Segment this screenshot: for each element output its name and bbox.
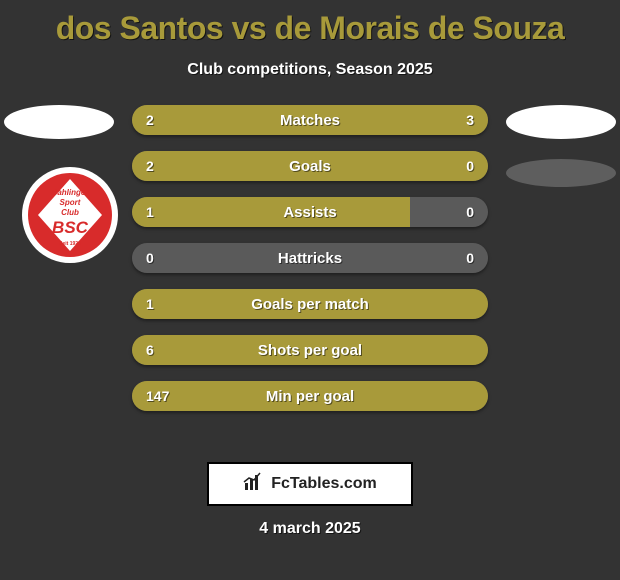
stat-label: Min per goal — [132, 381, 488, 411]
stat-label: Assists — [132, 197, 488, 227]
page-title: dos Santos vs de Morais de Souza — [0, 0, 620, 47]
stat-row: Goals per match1 — [132, 289, 488, 319]
stat-label: Matches — [132, 105, 488, 135]
stat-row: Shots per goal6 — [132, 335, 488, 365]
stat-value-right: 0 — [466, 197, 474, 227]
stat-value-right: 0 — [466, 151, 474, 181]
stat-value-left: 1 — [146, 197, 154, 227]
svg-text:Bahlinger: Bahlinger — [52, 188, 90, 197]
stats-container: Matches23Goals20Assists10Hattricks00Goal… — [132, 105, 488, 427]
stat-value-right: 0 — [466, 243, 474, 273]
stat-value-left: 2 — [146, 151, 154, 181]
svg-text:Sport: Sport — [60, 198, 81, 207]
svg-text:BSC: BSC — [52, 218, 89, 237]
chart-icon — [243, 471, 265, 498]
stat-value-left: 0 — [146, 243, 154, 273]
player-ellipse-left — [4, 105, 114, 139]
comparison-arena: Bahlinger Sport Club BSC Seit 1929 Match… — [0, 105, 620, 425]
stat-label: Goals per match — [132, 289, 488, 319]
svg-text:Seit 1929: Seit 1929 — [59, 241, 81, 247]
date-text: 4 march 2025 — [0, 520, 620, 538]
stat-label: Hattricks — [132, 243, 488, 273]
player-ellipse-right — [506, 105, 616, 139]
stat-value-left: 6 — [146, 335, 154, 365]
subtitle: Club competitions, Season 2025 — [0, 61, 620, 79]
stat-row: Matches2 3 — [132, 105, 488, 135]
stat-row: Assists1 0 — [132, 197, 488, 227]
brand-text: FcTables.com — [271, 475, 377, 493]
brand-badge[interactable]: FcTables.com — [207, 462, 413, 506]
stat-value-left: 2 — [146, 105, 154, 135]
stat-value-right: 3 — [466, 105, 474, 135]
stat-value-left: 147 — [146, 381, 169, 411]
stat-row: Hattricks0 0 — [132, 243, 488, 273]
stat-label: Goals — [132, 151, 488, 181]
stat-row: Goals2 0 — [132, 151, 488, 181]
club-logo: Bahlinger Sport Club BSC Seit 1929 — [20, 165, 120, 265]
svg-text:Club: Club — [61, 208, 79, 217]
stat-label: Shots per goal — [132, 335, 488, 365]
stat-value-left: 1 — [146, 289, 154, 319]
stat-row: Min per goal147 — [132, 381, 488, 411]
secondary-ellipse-right — [506, 159, 616, 187]
